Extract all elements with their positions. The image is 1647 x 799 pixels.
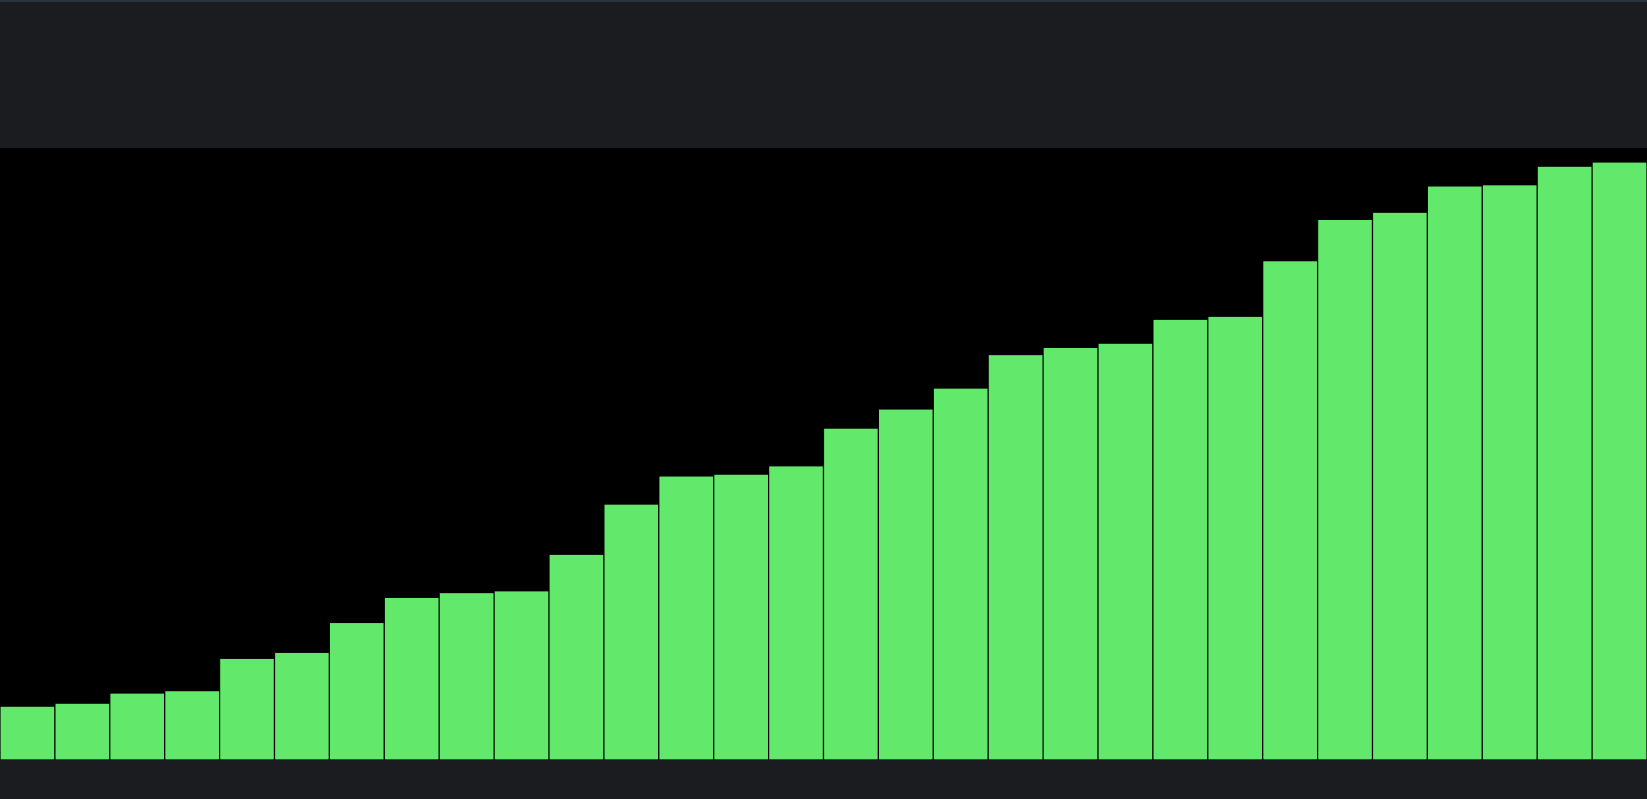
bar-series <box>0 161 1647 760</box>
bar-2 <box>54 702 111 760</box>
bar-30 <box>1591 161 1647 760</box>
bar-23 <box>1207 315 1264 760</box>
plot-area <box>0 148 1647 760</box>
top-border <box>0 0 1647 2</box>
bar-24 <box>1262 260 1319 760</box>
bar-13 <box>658 475 715 760</box>
bar-8 <box>383 596 440 760</box>
bar-7 <box>328 621 385 760</box>
bar-10 <box>493 590 550 760</box>
bar-17 <box>877 408 934 760</box>
bar-25 <box>1316 218 1374 760</box>
bar-21 <box>1097 342 1154 760</box>
header-band <box>0 2 1647 148</box>
footer-band <box>0 760 1647 799</box>
bar-11 <box>548 553 605 760</box>
bar-29 <box>1536 165 1593 760</box>
bar-4 <box>164 690 221 760</box>
bar-16 <box>822 427 880 760</box>
bar-26 <box>1371 211 1429 760</box>
bar-14 <box>713 473 770 760</box>
bar-chart <box>0 161 1647 760</box>
bar-18 <box>932 387 989 760</box>
bar-3 <box>109 692 166 760</box>
bar-15 <box>767 465 825 760</box>
bar-28 <box>1481 184 1538 760</box>
bar-20 <box>1042 346 1099 760</box>
bar-19 <box>987 353 1044 760</box>
bar-6 <box>273 651 331 760</box>
bar-1 <box>0 705 56 760</box>
bar-12 <box>603 503 660 760</box>
bar-9 <box>438 591 495 760</box>
bar-27 <box>1426 185 1483 760</box>
bar-22 <box>1152 318 1209 760</box>
bar-5 <box>219 657 276 760</box>
